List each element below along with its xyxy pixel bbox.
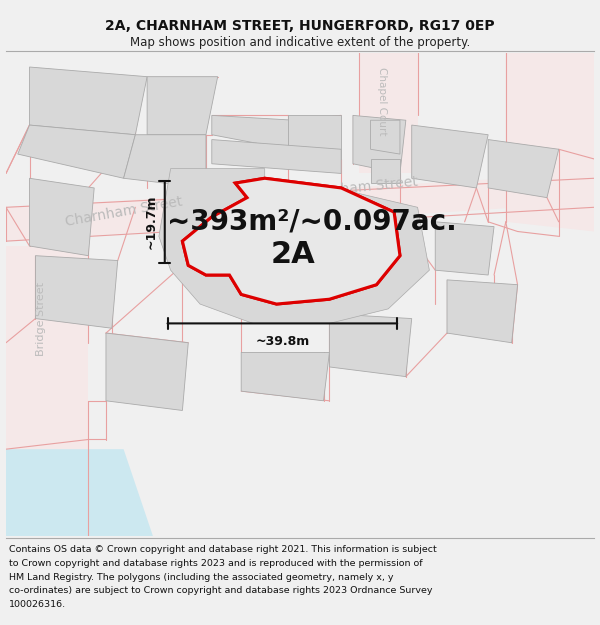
- Polygon shape: [359, 52, 418, 173]
- Polygon shape: [329, 314, 412, 377]
- Polygon shape: [159, 169, 430, 323]
- Polygon shape: [488, 139, 559, 198]
- Polygon shape: [288, 116, 341, 159]
- Text: co-ordinates) are subject to Crown copyright and database rights 2023 Ordnance S: co-ordinates) are subject to Crown copyr…: [9, 586, 433, 595]
- Polygon shape: [147, 77, 218, 135]
- Polygon shape: [6, 449, 153, 536]
- Text: Charnham Street: Charnham Street: [299, 175, 419, 201]
- Polygon shape: [124, 135, 206, 188]
- Text: to Crown copyright and database rights 2023 and is reproduced with the permissio: to Crown copyright and database rights 2…: [9, 559, 422, 568]
- Polygon shape: [6, 173, 594, 241]
- Polygon shape: [506, 52, 594, 231]
- Polygon shape: [447, 280, 518, 342]
- Polygon shape: [106, 333, 188, 411]
- Polygon shape: [35, 256, 118, 328]
- Polygon shape: [241, 352, 329, 401]
- Polygon shape: [182, 178, 400, 304]
- Polygon shape: [371, 120, 400, 154]
- Polygon shape: [182, 178, 400, 304]
- Polygon shape: [29, 178, 94, 256]
- Polygon shape: [29, 67, 147, 135]
- Text: Contains OS data © Crown copyright and database right 2021. This information is : Contains OS data © Crown copyright and d…: [9, 545, 437, 554]
- Text: ~19.7m: ~19.7m: [145, 194, 158, 249]
- Polygon shape: [371, 159, 400, 183]
- Text: ~393m²/~0.097ac.: ~393m²/~0.097ac.: [167, 208, 457, 236]
- Text: Map shows position and indicative extent of the property.: Map shows position and indicative extent…: [130, 36, 470, 49]
- Text: ~39.8m: ~39.8m: [255, 336, 310, 349]
- Polygon shape: [212, 116, 294, 149]
- Text: 100026316.: 100026316.: [9, 600, 66, 609]
- Polygon shape: [435, 222, 494, 275]
- Text: Charnham Street: Charnham Street: [64, 195, 184, 229]
- Text: 2A, CHARNHAM STREET, HUNGERFORD, RG17 0EP: 2A, CHARNHAM STREET, HUNGERFORD, RG17 0E…: [105, 19, 495, 33]
- Text: HM Land Registry. The polygons (including the associated geometry, namely x, y: HM Land Registry. The polygons (includin…: [9, 572, 394, 581]
- Text: 2A: 2A: [270, 240, 315, 269]
- Polygon shape: [18, 125, 136, 178]
- Polygon shape: [353, 116, 406, 173]
- Text: Bridge Street: Bridge Street: [36, 281, 46, 356]
- Polygon shape: [212, 139, 341, 173]
- Polygon shape: [412, 125, 488, 188]
- Polygon shape: [6, 246, 88, 536]
- Text: Chapel Court: Chapel Court: [377, 67, 388, 135]
